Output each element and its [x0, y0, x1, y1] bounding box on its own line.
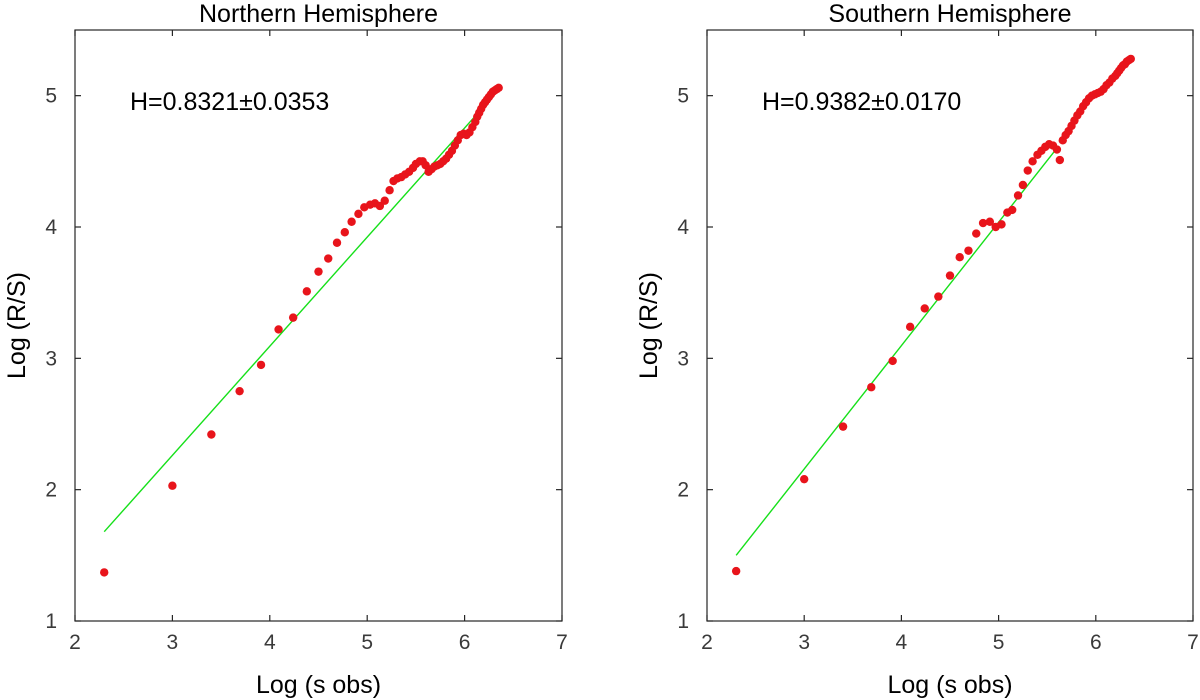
data-point — [964, 246, 973, 255]
chart-title: Northern Hemisphere — [199, 0, 438, 28]
y-axis-label: Log (R/S) — [635, 272, 663, 379]
data-point — [354, 209, 363, 219]
data-point — [1008, 205, 1017, 215]
data-point — [955, 253, 964, 262]
x-tick-label: 7 — [556, 631, 568, 654]
x-tick-label: 7 — [1187, 631, 1199, 654]
data-point — [100, 568, 109, 577]
data-point — [347, 217, 356, 226]
data-point — [934, 292, 943, 301]
y-tick-label: 4 — [45, 216, 57, 239]
data-point — [997, 220, 1006, 229]
x-tick-label: 4 — [896, 631, 908, 654]
data-point — [302, 287, 312, 296]
x-tick-label: 3 — [798, 631, 810, 654]
data-point — [1023, 166, 1032, 175]
x-axis-label: Log (s obs) — [256, 671, 381, 699]
data-point — [332, 238, 342, 247]
y-tick-label: 1 — [45, 610, 57, 633]
data-point — [1018, 180, 1028, 190]
data-point — [920, 304, 929, 313]
x-tick-label: 2 — [69, 631, 81, 654]
data-point — [888, 356, 897, 366]
y-tick-label: 5 — [677, 85, 689, 108]
data-point — [985, 217, 995, 226]
data-point — [867, 383, 876, 392]
data-point — [314, 267, 323, 276]
x-tick-label: 5 — [361, 631, 373, 654]
x-tick-label: 6 — [1090, 631, 1102, 654]
y-tick-label: 3 — [45, 347, 57, 370]
y-axis-label: Log (R/S) — [3, 272, 31, 379]
data-point — [838, 422, 848, 431]
x-tick-label: 2 — [701, 631, 713, 654]
data-point — [945, 271, 955, 280]
data-point — [385, 186, 394, 195]
data-point — [905, 322, 915, 332]
data-point — [1126, 54, 1135, 64]
x-axis-label: Log (s obs) — [887, 671, 1012, 699]
data-point — [288, 313, 298, 322]
data-point — [972, 229, 981, 238]
hurst-annotation: H=0.9382±0.0170 — [762, 88, 961, 116]
data-point — [235, 386, 244, 396]
data-point — [1013, 191, 1023, 200]
y-tick-label: 2 — [677, 479, 689, 502]
data-point — [1028, 157, 1037, 166]
y-tick-label: 5 — [45, 85, 57, 108]
data-point — [1052, 145, 1062, 154]
fit-line — [735, 147, 1058, 556]
x-tick-label: 4 — [264, 631, 276, 654]
y-tick-label: 3 — [677, 347, 689, 370]
y-tick-label: 4 — [677, 216, 689, 239]
y-tick-label: 1 — [677, 610, 689, 633]
axes-frame — [706, 29, 1194, 622]
x-tick-label: 6 — [459, 631, 471, 654]
x-tick-label: 5 — [993, 631, 1005, 654]
data-point — [274, 325, 283, 334]
x-tick-label: 3 — [167, 631, 179, 654]
data-point — [340, 228, 349, 237]
hurst-annotation: H=0.8321±0.0353 — [130, 88, 329, 116]
chart-title: Southern Hemisphere — [828, 0, 1071, 28]
axes-frame — [74, 29, 563, 622]
data-point — [207, 430, 216, 439]
data-point — [324, 254, 333, 263]
data-point — [731, 566, 741, 576]
data-point — [978, 218, 988, 228]
data-point — [1055, 155, 1065, 165]
data-point — [494, 83, 503, 92]
data-point — [168, 481, 177, 490]
data-point — [800, 474, 809, 484]
data-point — [256, 360, 266, 370]
y-tick-label: 2 — [45, 479, 57, 502]
data-point — [380, 196, 389, 205]
